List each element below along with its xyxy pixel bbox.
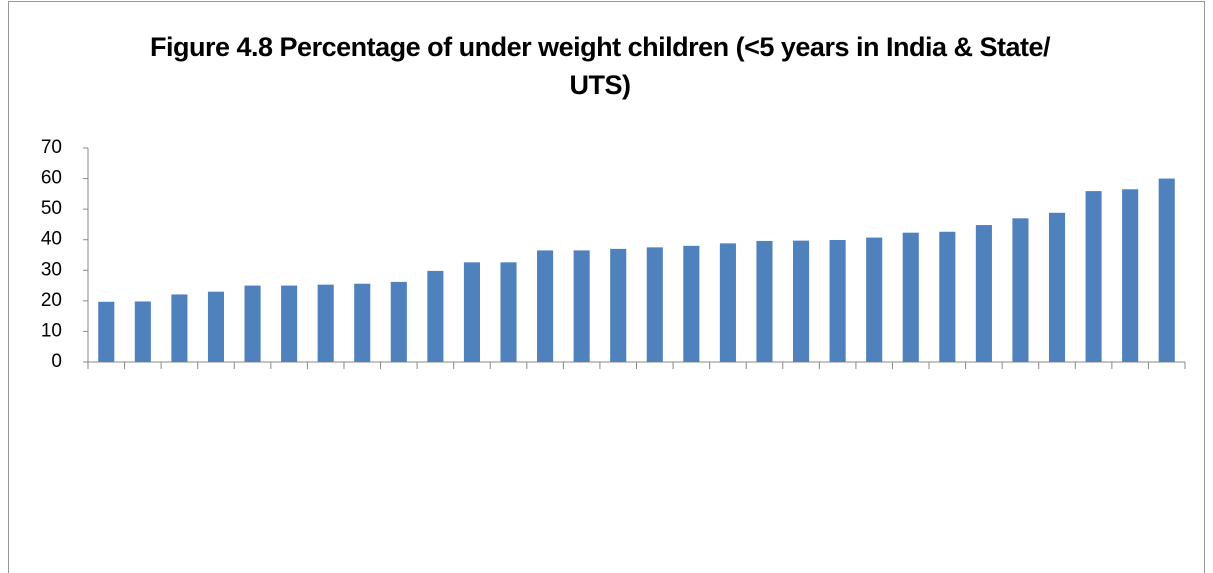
bar <box>573 250 590 362</box>
y-tick-label: 40 <box>41 229 62 250</box>
bar <box>939 231 956 362</box>
bar <box>1085 191 1102 362</box>
y-tick-label: 30 <box>41 259 62 280</box>
bar <box>537 250 554 362</box>
bar <box>1048 212 1066 362</box>
bar <box>866 237 883 362</box>
bar <box>975 225 992 362</box>
y-tick-label: 0 <box>51 351 62 372</box>
bar <box>134 301 151 362</box>
bar <box>646 247 663 362</box>
y-tick-label: 20 <box>41 290 62 311</box>
bar <box>1012 218 1029 362</box>
bar <box>1158 178 1175 362</box>
bar <box>427 270 444 362</box>
y-tick-label: 70 <box>41 137 62 158</box>
bar <box>610 248 627 362</box>
bar <box>317 284 334 362</box>
bar <box>171 294 188 362</box>
bar <box>719 243 736 362</box>
chart-title: Figure 4.8 Percentage of under weight ch… <box>150 32 1051 100</box>
y-tick-label: 50 <box>41 198 62 219</box>
bar <box>281 285 298 362</box>
bar <box>683 245 700 362</box>
bar <box>500 262 517 362</box>
bar <box>207 291 225 362</box>
bar <box>244 285 261 362</box>
y-tick-label: 10 <box>41 320 62 341</box>
chart-border <box>8 1 1205 573</box>
bar <box>1122 189 1139 362</box>
y-tick-label: 60 <box>41 168 62 189</box>
bar <box>390 281 407 362</box>
bar <box>98 301 115 362</box>
bar <box>829 240 846 362</box>
bar <box>902 232 919 362</box>
bar <box>463 262 480 362</box>
bar <box>354 283 371 362</box>
bar <box>756 240 773 362</box>
bar <box>793 240 810 362</box>
